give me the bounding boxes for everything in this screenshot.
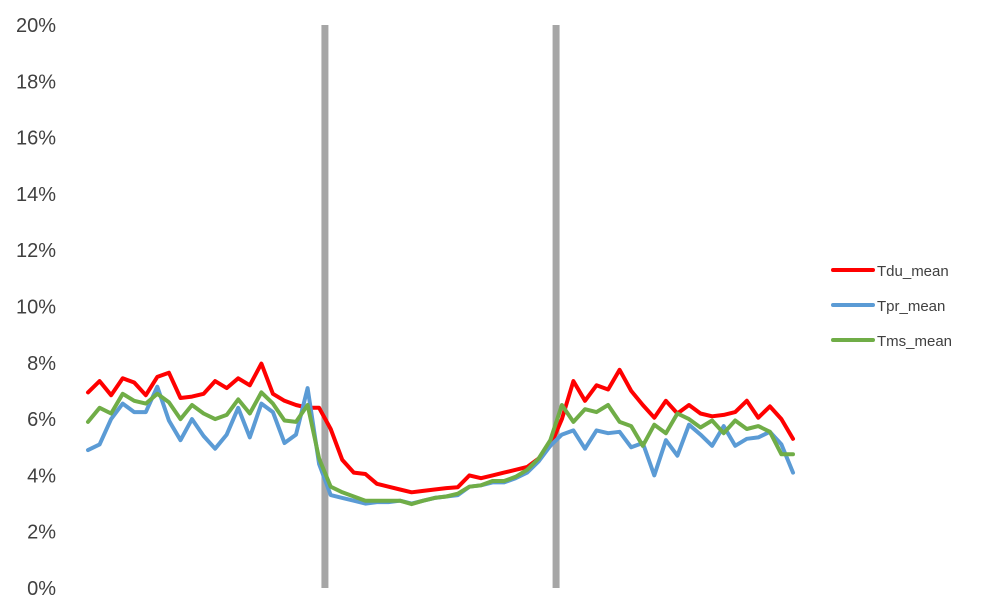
legend: Tdu_mean Tpr_mean Tms_mean xyxy=(831,263,952,350)
series-line-tms-mean xyxy=(86,390,795,507)
y-tick-label: 16% xyxy=(16,128,56,150)
y-tick-label: 4% xyxy=(27,465,56,487)
y-tick-label: 20% xyxy=(16,15,56,37)
series-line-tdu-mean xyxy=(86,361,795,495)
y-tick-label: 10% xyxy=(16,297,56,319)
y-axis-tick-labels: 0% 2% 4% 6% 8% 10% 12% 14% 16% 18% 20% xyxy=(16,15,56,600)
legend-label-tms-mean: Tms_mean xyxy=(877,333,952,350)
y-tick-label: 6% xyxy=(27,409,56,431)
y-tick-label: 18% xyxy=(16,71,56,93)
y-tick-label: 8% xyxy=(27,353,56,375)
y-tick-label: 12% xyxy=(16,240,56,262)
series-lines xyxy=(86,361,795,507)
legend-label-tdu-mean: Tdu_mean xyxy=(877,263,949,280)
legend-label-tpr-mean: Tpr_mean xyxy=(877,298,945,315)
y-tick-label: 2% xyxy=(27,522,56,544)
y-tick-label: 14% xyxy=(16,184,56,206)
y-tick-label: 0% xyxy=(27,578,56,600)
vertical-marker-lines xyxy=(321,25,560,588)
